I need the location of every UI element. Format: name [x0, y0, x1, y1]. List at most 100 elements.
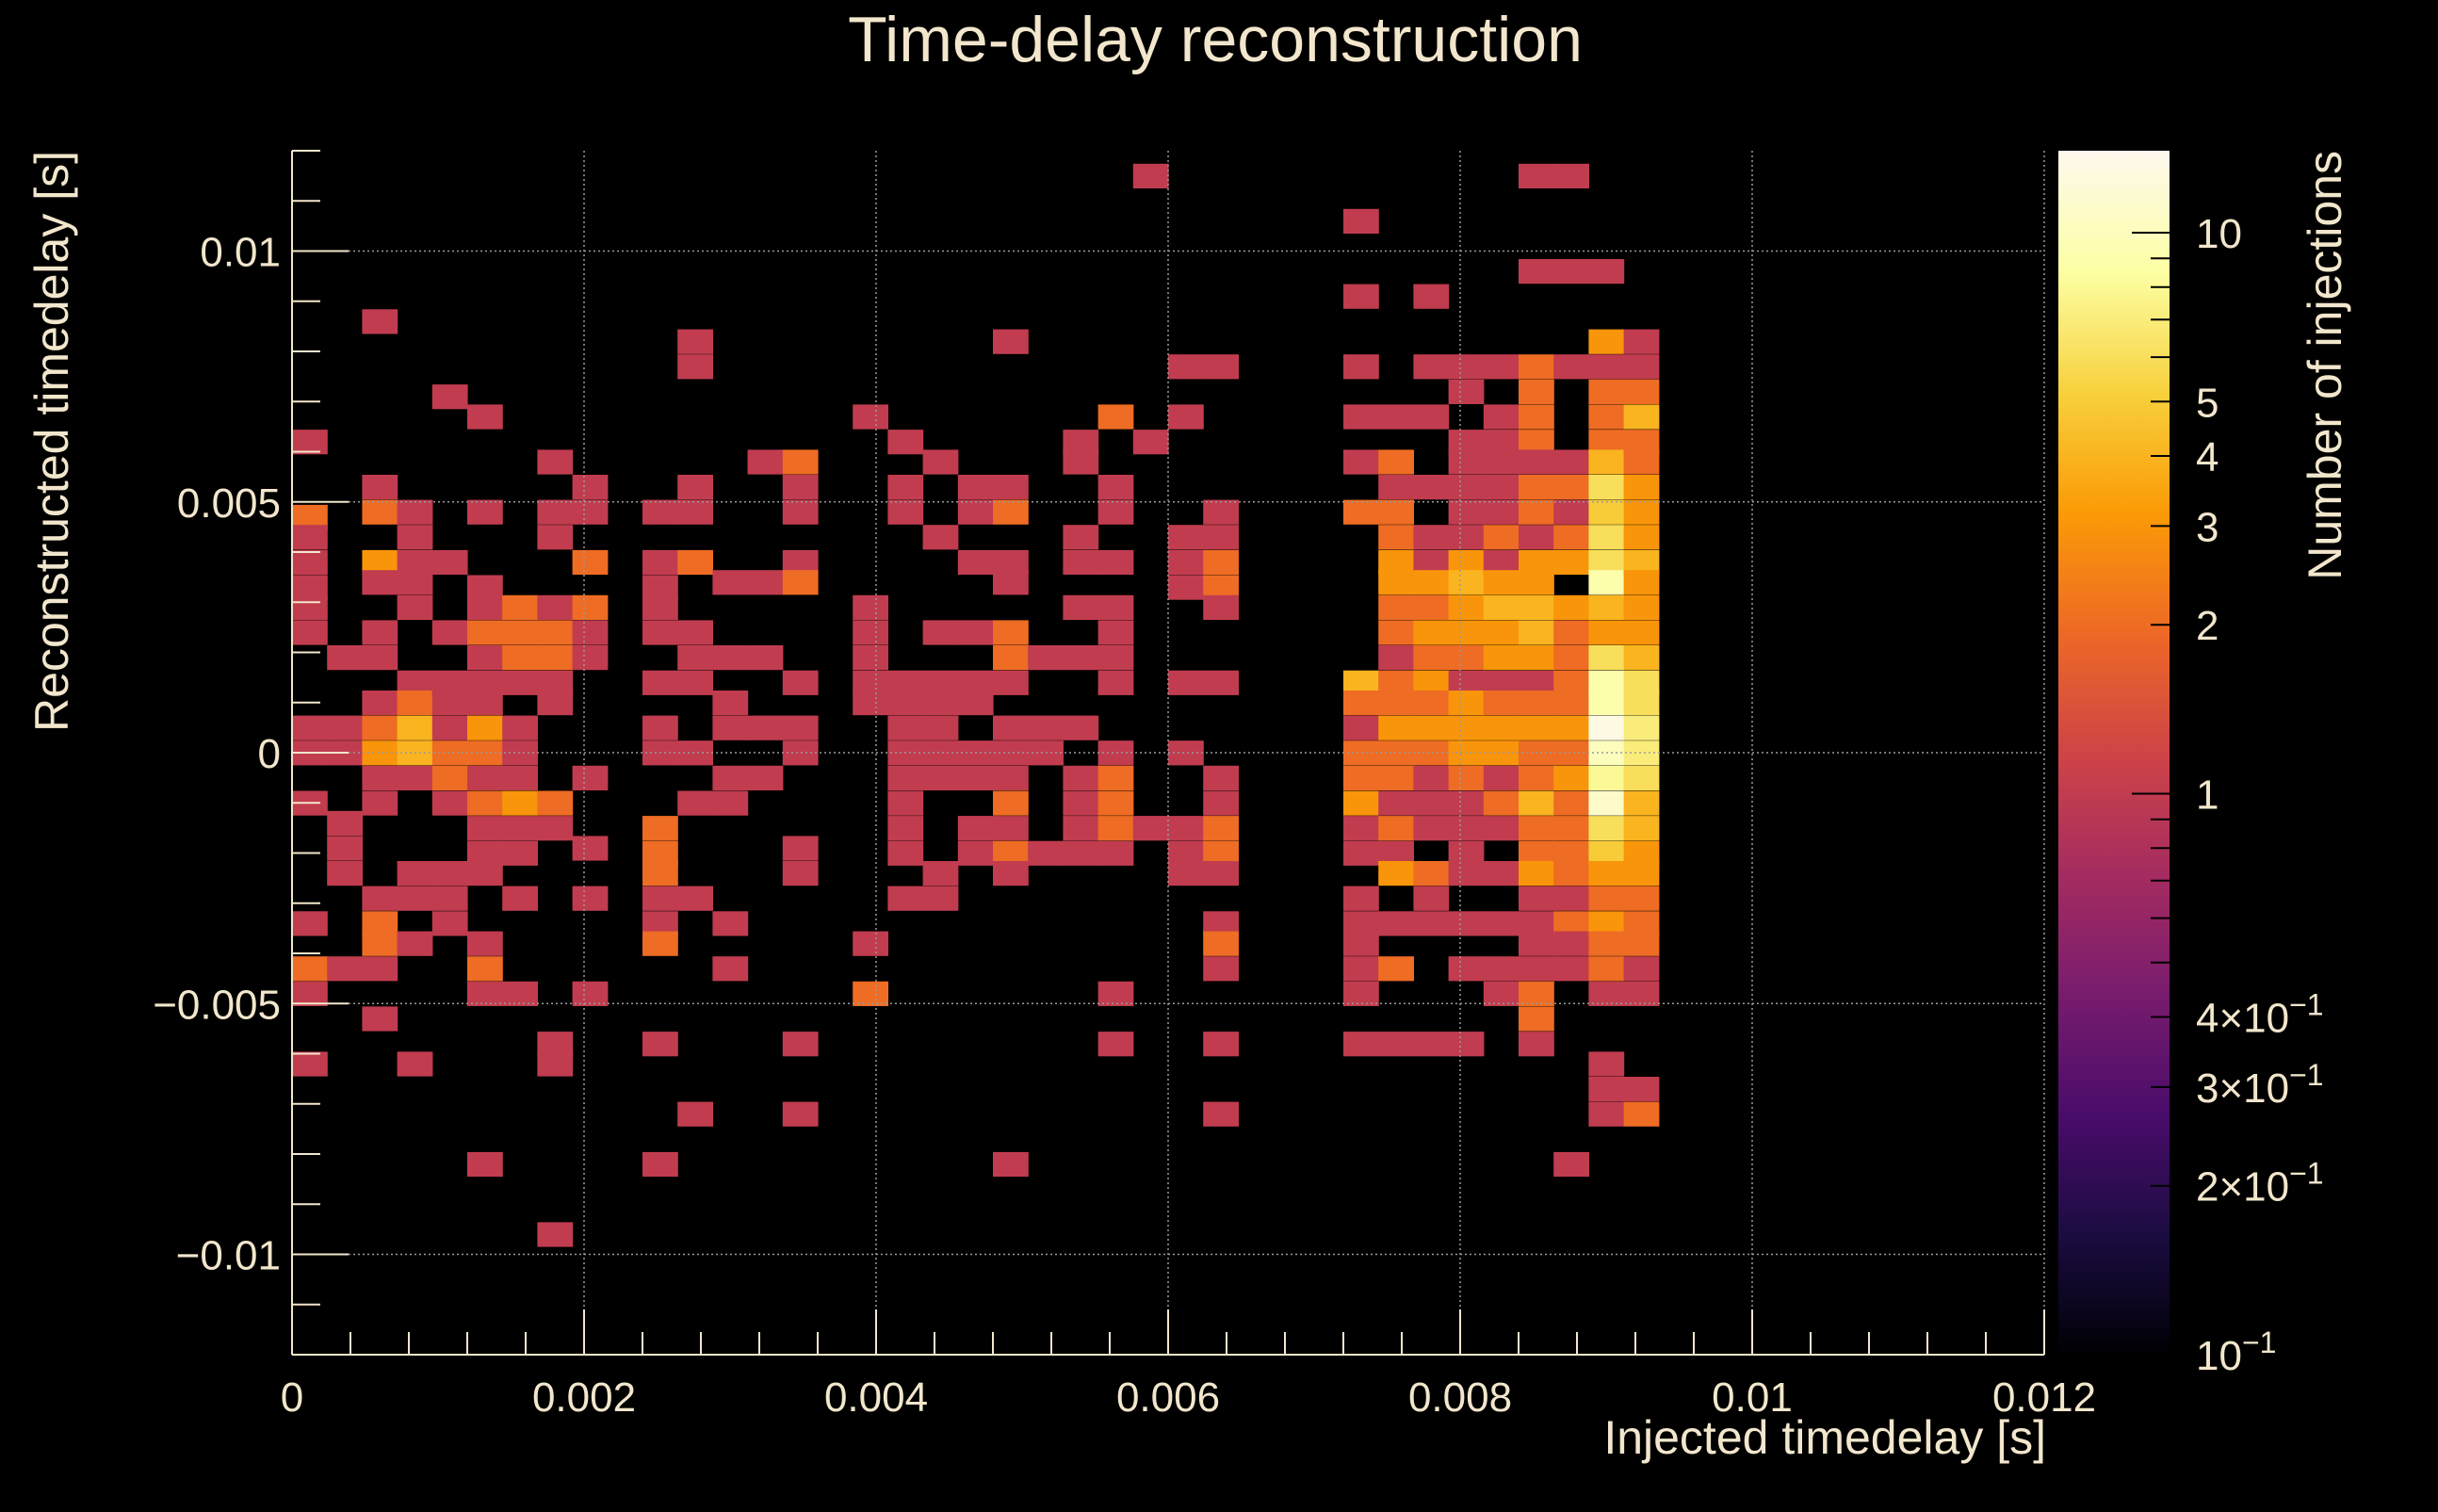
heatmap-cell	[1588, 620, 1625, 645]
x-tick-label: 0.002	[532, 1374, 636, 1421]
heatmap-cell	[1553, 886, 1589, 911]
chart-title: Time-delay reconstruction	[848, 4, 1583, 75]
heatmap-cell	[677, 354, 713, 380]
heatmap-cell	[782, 715, 819, 740]
heatmap-cell	[712, 765, 749, 790]
heatmap-cell	[1483, 911, 1520, 936]
heatmap-cell	[1519, 765, 1554, 790]
heatmap-cell	[572, 475, 609, 500]
heatmap-cell	[747, 765, 784, 790]
heatmap-cell	[993, 329, 1029, 354]
heatmap-cell	[1448, 620, 1485, 645]
heatmap-cell	[1413, 911, 1450, 936]
heatmap-cell	[1588, 861, 1625, 886]
heatmap-cell	[1623, 790, 1660, 816]
heatmap-cell	[467, 740, 503, 766]
heatmap-cell	[1448, 691, 1485, 716]
heatmap-cell	[1623, 886, 1660, 911]
heatmap-cell	[993, 670, 1029, 695]
heatmap-cell	[397, 931, 433, 956]
heatmap-cell	[782, 740, 819, 766]
heatmap-cell	[1097, 594, 1134, 620]
heatmap-cell	[1553, 449, 1589, 475]
heatmap-cell	[1413, 525, 1450, 550]
heatmap-cell	[397, 594, 433, 620]
heatmap-cell	[1448, 475, 1485, 500]
heatmap-cell	[993, 620, 1029, 645]
heatmap-cell	[292, 1051, 328, 1077]
heatmap-cell	[467, 404, 503, 430]
heatmap-cell	[292, 620, 328, 645]
colorbar-tick-label: 3	[2196, 504, 2219, 550]
heatmap-cell	[1028, 645, 1064, 671]
heatmap-cell	[1483, 354, 1520, 380]
heatmap-cell	[747, 715, 784, 740]
heatmap-cell	[362, 620, 398, 645]
heatmap-cell	[1519, 691, 1554, 716]
y-tick-label: 0.005	[177, 480, 281, 527]
heatmap-cell	[1413, 620, 1450, 645]
heatmap-cell	[1483, 620, 1520, 645]
heatmap-cell	[1378, 861, 1414, 886]
heatmap-cell	[397, 1051, 433, 1077]
heatmap-cell	[467, 645, 503, 671]
heatmap-cell	[642, 1032, 678, 1057]
heatmap-cell	[467, 499, 503, 525]
heatmap-cell	[677, 549, 713, 576]
heatmap-cell	[887, 691, 924, 716]
heatmap-cell	[572, 765, 609, 790]
heatmap-cells	[292, 163, 1660, 1247]
heatmap-cell	[537, 790, 574, 816]
heatmap-cell	[1483, 475, 1520, 500]
heatmap-cell	[1343, 931, 1379, 956]
heatmap-cell	[1483, 594, 1520, 620]
heatmap-cell	[1413, 645, 1450, 671]
heatmap-cell	[957, 765, 994, 790]
heatmap-cell	[1588, 475, 1625, 500]
heatmap-cell	[1063, 549, 1099, 576]
heatmap-cell	[1203, 790, 1239, 816]
heatmap-cell	[572, 620, 609, 645]
heatmap-cell	[1519, 499, 1554, 525]
heatmap-cell	[1097, 620, 1134, 645]
heatmap-cell	[1378, 765, 1414, 790]
heatmap-cell	[1519, 163, 1554, 188]
heatmap-cell	[397, 715, 433, 740]
heatmap-cell	[1413, 570, 1450, 595]
heatmap-cell	[1483, 570, 1520, 595]
y-tick-label: 0.01	[200, 230, 281, 276]
heatmap-cell	[1623, 404, 1660, 430]
heatmap-cell	[642, 620, 678, 645]
heatmap-cell	[993, 645, 1029, 671]
heatmap-cell	[537, 816, 574, 841]
heatmap-cell	[1553, 816, 1589, 841]
y-tick-label: 0	[258, 731, 281, 777]
x-tick-label: 0	[281, 1374, 303, 1421]
heatmap-cell	[1553, 163, 1589, 188]
heatmap-cell	[362, 691, 398, 716]
heatmap-cell	[1519, 1032, 1554, 1057]
heatmap-cell	[1203, 499, 1239, 525]
heatmap-cell	[1623, 525, 1660, 550]
colorbar-tick-label: 10	[2196, 211, 2242, 257]
heatmap-cell	[1553, 790, 1589, 816]
heatmap-cell	[362, 715, 398, 740]
heatmap-cell	[362, 309, 398, 334]
heatmap-cell	[1623, 499, 1660, 525]
heatmap-cell	[327, 861, 363, 886]
heatmap-cell	[1378, 475, 1414, 500]
heatmap-cell	[1623, 861, 1660, 886]
heatmap-cell	[362, 570, 398, 595]
heatmap-cell	[1519, 645, 1554, 671]
heatmap-cell	[431, 384, 468, 410]
heatmap-cell	[642, 931, 678, 956]
heatmap-cell	[677, 670, 713, 695]
heatmap-cell	[1203, 861, 1239, 886]
heatmap-cell	[642, 594, 678, 620]
heatmap-cell	[572, 549, 609, 576]
x-tick-label: 0.01	[1712, 1374, 1793, 1421]
heatmap-cell	[782, 449, 819, 475]
heatmap-cell	[1448, 861, 1485, 886]
heatmap-cell	[1097, 404, 1134, 430]
